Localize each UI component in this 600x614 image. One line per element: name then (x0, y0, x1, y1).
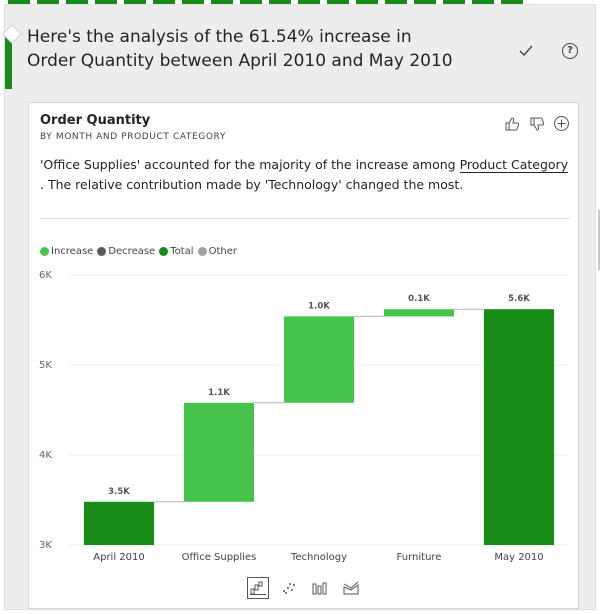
divider (40, 218, 570, 219)
legend-dot-increase (40, 247, 49, 256)
legend-dot-total (159, 247, 169, 256)
waterfall-bar (384, 309, 454, 317)
waterfall-bar (284, 316, 354, 403)
insight-text-part1: 'Office Supplies' accounted for the majo… (40, 157, 460, 172)
legend-dot-decrease (97, 247, 107, 256)
thumbs-up-icon[interactable] (503, 115, 520, 132)
selected-accent-bar (5, 33, 12, 89)
insight-text: 'Office Supplies' accounted for the majo… (40, 155, 570, 195)
analysis-headline: Here's the analysis of the 61.54% increa… (27, 27, 453, 71)
y-tick-label: 3K (39, 540, 52, 551)
legend-label-decrease: Decrease (108, 246, 156, 257)
legend-label-other: Other (208, 246, 237, 257)
view-switcher (247, 577, 362, 599)
card-title: Order Quantity (40, 113, 151, 128)
scatter-view-icon[interactable] (278, 577, 300, 599)
waterfall-bar (484, 309, 554, 545)
card-subtitle: BY MONTH AND PRODUCT CATEGORY (40, 132, 226, 142)
chart-legend: Increase Decrease Total Other (40, 246, 241, 257)
legend-item-decrease: Decrease (97, 246, 155, 257)
insight-panel: Here's the analysis of the 61.54% increa… (2, 4, 600, 610)
card-actions (503, 115, 570, 132)
check-icon[interactable] (516, 41, 536, 61)
data-label: 1.1K (208, 388, 230, 398)
data-label: 1.0K (308, 301, 330, 311)
waterfall-chart: 3K 4K 5K 6K 3.5K April 2010 1.1K Office Supplie… (39, 270, 569, 563)
waterfall-view-icon[interactable] (247, 577, 269, 599)
help-symbol: ? (562, 43, 578, 59)
y-tick-label: 5K (39, 360, 52, 371)
selection-dashed-border (8, 0, 528, 5)
x-tick-label: April 2010 (93, 552, 144, 563)
thumbs-down-icon[interactable] (528, 115, 545, 132)
y-tick-label: 4K (39, 450, 52, 461)
x-tick-label: May 2010 (494, 552, 543, 563)
x-tick-label: Technology (290, 552, 347, 563)
legend-item-other: Other (197, 246, 237, 257)
y-tick-label: 6K (39, 270, 52, 281)
column-view-icon[interactable] (309, 577, 331, 599)
ribbon-view-icon[interactable] (340, 577, 362, 599)
x-tick-label: Office Supplies (182, 552, 257, 563)
plus-circle-icon[interactable] (553, 115, 570, 132)
scrollbar[interactable] (598, 210, 600, 270)
legend-label-increase: Increase (51, 246, 94, 257)
data-label: 0.1K (408, 294, 430, 304)
visual-card: Order Quantity BY MONTH AND PRODUCT CATE… (28, 102, 579, 609)
data-label: 3.5K (108, 487, 130, 497)
waterfall-bar (84, 501, 154, 545)
legend-item-increase: Increase (40, 246, 93, 257)
waterfall-bar (184, 402, 254, 502)
legend-label-total: Total (170, 246, 194, 257)
insight-text-part2: . The relative contribution made by 'Tec… (40, 177, 464, 192)
x-tick-label: Furniture (397, 552, 442, 563)
product-category-link[interactable]: Product Category (459, 157, 569, 173)
help-icon[interactable]: ? (560, 41, 580, 61)
legend-dot-other (197, 247, 207, 256)
legend-item-total: Total (159, 246, 194, 257)
data-label: 5.6K (508, 294, 530, 304)
